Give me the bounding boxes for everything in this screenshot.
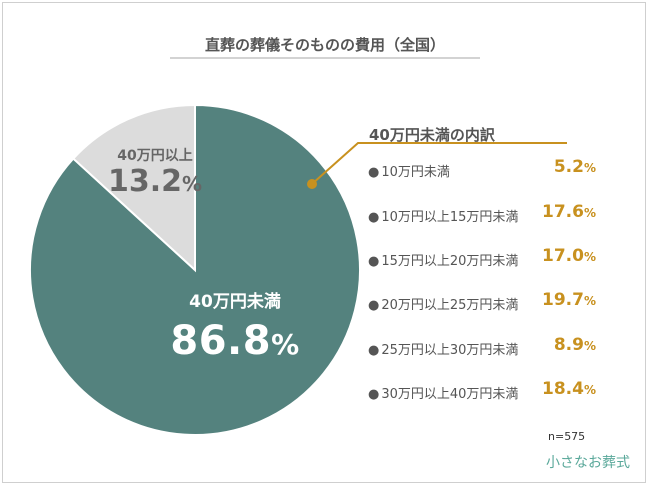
- breakdown-value: 17.6%: [542, 202, 596, 222]
- breakdown-label: ● 20万円以上25万円未満: [368, 298, 519, 313]
- slice-label-under-400k: 40万円未満: [189, 292, 281, 312]
- slice-value-under-400k: 86.8%: [170, 318, 300, 364]
- breakdown-value: 17.0%: [542, 246, 596, 266]
- chart-frame: [2, 2, 646, 483]
- breakdown-row: ● 25万円以上30万円未満 8.9%: [368, 335, 596, 359]
- breakdown-label: ● 25万円以上30万円未満: [368, 343, 519, 358]
- slice-label-over-400k: 40万円以上: [117, 148, 193, 164]
- breakdown-value: 18.4%: [542, 379, 596, 399]
- title-underline: [170, 57, 480, 59]
- breakdown-row: ● 10万円未満 5.2%: [368, 157, 596, 181]
- breakdown-row: ● 20万円以上25万円未満 19.7%: [368, 290, 596, 314]
- bullet-icon: ●: [368, 343, 380, 358]
- pie-slice-over-400k: [71, 103, 196, 273]
- bullet-icon: ●: [368, 254, 380, 269]
- breakdown-leader-dot: [307, 179, 317, 189]
- breakdown-value: 5.2%: [553, 157, 596, 177]
- breakdown-value: 19.7%: [542, 290, 596, 310]
- bullet-icon: ●: [368, 210, 380, 225]
- chart-title: 直葬の葬儀そのものの費用（全国）: [204, 36, 445, 54]
- breakdown-label: ● 10万円以上15万円未満: [368, 210, 519, 225]
- breakdown-row: ● 10万円以上15万円未満 17.6%: [368, 202, 596, 226]
- breakdown-label: ● 10万円未満: [368, 165, 450, 180]
- bullet-icon: ●: [368, 387, 380, 402]
- breakdown-title: 40万円未満の内訳: [369, 126, 495, 144]
- breakdown-label: ● 30万円以上40万円未満: [368, 387, 519, 402]
- breakdown-leader-line: [311, 142, 567, 185]
- breakdown-row: ● 30万円以上40万円未満 18.4%: [368, 379, 596, 403]
- sample-size: n=575: [548, 430, 586, 443]
- breakdown-value: 8.9%: [553, 335, 596, 355]
- brand-logo: 小さなお葬式: [546, 455, 630, 471]
- slice-value-over-400k: 13.2%: [107, 164, 203, 199]
- bullet-icon: ●: [368, 165, 380, 180]
- bullet-icon: ●: [368, 298, 380, 313]
- breakdown-label: ● 15万円以上20万円未満: [368, 254, 519, 269]
- breakdown-row: ● 15万円以上20万円未満 17.0%: [368, 246, 596, 270]
